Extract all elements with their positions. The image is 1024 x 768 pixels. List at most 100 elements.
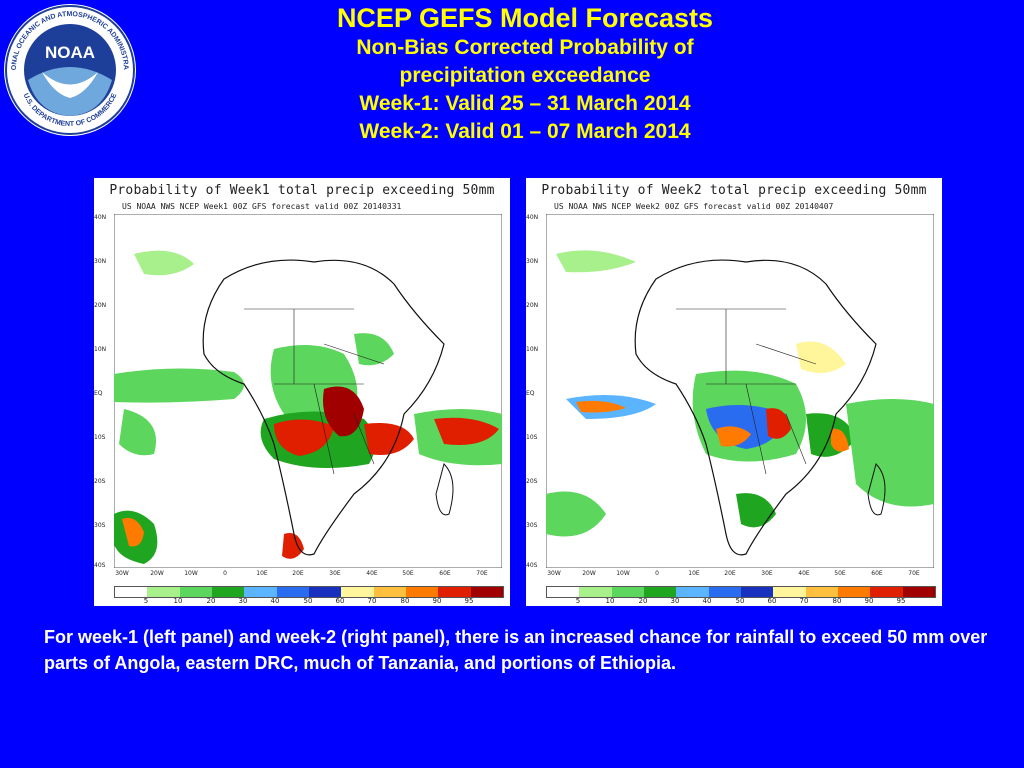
africa-coastline bbox=[202, 259, 445, 556]
logo-center-text: NOAA bbox=[45, 43, 95, 62]
colorbar-label: 10 bbox=[173, 597, 183, 605]
lon-tick-label: 10E bbox=[256, 570, 268, 577]
colorbar-label: 70 bbox=[367, 597, 377, 605]
colorbar-swatch bbox=[837, 587, 871, 597]
colorbar-swatch bbox=[179, 587, 212, 597]
lon-tick-label: 20E bbox=[292, 570, 304, 577]
title-block: NCEP GEFS Model Forecasts Non-Bias Corre… bbox=[150, 2, 900, 146]
lon-tick-label: 10W bbox=[616, 570, 630, 577]
lat-tick-label: 30N bbox=[526, 258, 539, 265]
lon-tick-label: 20E bbox=[724, 570, 736, 577]
lon-tick-label: 40E bbox=[798, 570, 810, 577]
panel-subtitle: US NOAA NWS NCEP Week2 00Z GFS forecast … bbox=[554, 202, 834, 211]
lon-tick-label: 0 bbox=[655, 570, 659, 577]
colorbar-label: 95 bbox=[464, 597, 474, 605]
main-title: NCEP GEFS Model Forecasts bbox=[336, 3, 714, 33]
colorbar-label: 50 bbox=[735, 597, 745, 605]
lon-tick-label: 70E bbox=[908, 570, 920, 577]
lon-tick-label: 30E bbox=[329, 570, 341, 577]
week1-valid-dates: Week-1: Valid 25 – 31 March 2014 bbox=[359, 92, 691, 115]
week1-probability-map bbox=[114, 214, 502, 568]
precip-probability-shading bbox=[546, 250, 934, 537]
subtitle-line-1: Non-Bias Corrected Probability of bbox=[356, 36, 694, 59]
lat-tick-label: 10S bbox=[94, 434, 106, 441]
colorbar-swatch bbox=[870, 587, 903, 597]
lon-tick-label: 20W bbox=[150, 570, 164, 577]
lat-tick-label: 30N bbox=[94, 258, 107, 265]
colorbar-label: 90 bbox=[432, 597, 442, 605]
lat-tick-label: 40N bbox=[526, 214, 539, 221]
colorbar-swatch bbox=[405, 587, 439, 597]
colorbar-swatch bbox=[547, 587, 580, 597]
colorbar-label: 20 bbox=[638, 597, 648, 605]
africa-coastline bbox=[634, 259, 877, 556]
precip-probability-shading bbox=[114, 250, 502, 564]
colorbar-swatch bbox=[373, 587, 406, 597]
colorbar-swatch bbox=[708, 587, 741, 597]
lon-tick-label: 60E bbox=[871, 570, 883, 577]
colorbar-swatch bbox=[902, 587, 935, 597]
colorbar-label: 30 bbox=[670, 597, 680, 605]
colorbar-swatch bbox=[470, 587, 503, 597]
week2-forecast-map-panel: Probability of Week2 total precip exceed… bbox=[526, 178, 942, 606]
week1-forecast-map-panel: Probability of Week1 total precip exceed… bbox=[94, 178, 510, 606]
lon-tick-label: 10E bbox=[688, 570, 700, 577]
lon-tick-label: 70E bbox=[476, 570, 488, 577]
panel-subtitle: US NOAA NWS NCEP Week1 00Z GFS forecast … bbox=[122, 202, 402, 211]
colorbar bbox=[114, 586, 504, 598]
lat-tick-label: 20S bbox=[526, 478, 538, 485]
colorbar-label: 40 bbox=[270, 597, 280, 605]
colorbar-swatch bbox=[244, 587, 277, 597]
colorbar-label: 60 bbox=[767, 597, 777, 605]
colorbar-swatch bbox=[643, 587, 677, 597]
colorbar-swatch bbox=[276, 587, 309, 597]
lon-tick-label: 30W bbox=[115, 570, 129, 577]
colorbar-label: 80 bbox=[832, 597, 842, 605]
colorbar-label: 70 bbox=[799, 597, 809, 605]
lon-tick-label: 30E bbox=[761, 570, 773, 577]
colorbar-swatch bbox=[115, 587, 148, 597]
lat-tick-label: 10S bbox=[526, 434, 538, 441]
colorbar-swatch bbox=[805, 587, 838, 597]
lon-tick-label: 40E bbox=[366, 570, 378, 577]
colorbar-label: 60 bbox=[335, 597, 345, 605]
lon-tick-label: 10W bbox=[184, 570, 198, 577]
lat-tick-label: 40N bbox=[94, 214, 107, 221]
lon-tick-label: 20W bbox=[582, 570, 596, 577]
panel-title: Probability of Week1 total precip exceed… bbox=[109, 183, 495, 198]
lat-tick-label: 10N bbox=[526, 346, 539, 353]
colorbar-swatch bbox=[773, 587, 806, 597]
lat-tick-label: 30S bbox=[526, 522, 538, 529]
lon-tick-label: 0 bbox=[223, 570, 227, 577]
colorbar-swatch bbox=[740, 587, 774, 597]
week2-valid-dates: Week-2: Valid 01 – 07 March 2014 bbox=[359, 120, 691, 143]
lat-tick-label: 30S bbox=[94, 522, 106, 529]
colorbar-swatch bbox=[211, 587, 245, 597]
lat-tick-label: 40S bbox=[526, 562, 538, 569]
colorbar-label: 30 bbox=[238, 597, 248, 605]
week2-probability-map bbox=[546, 214, 934, 568]
lat-tick-label: 20N bbox=[94, 302, 107, 309]
colorbar-label: 20 bbox=[206, 597, 216, 605]
lon-tick-label: 50E bbox=[834, 570, 846, 577]
colorbar bbox=[546, 586, 936, 598]
colorbar-swatch bbox=[579, 587, 612, 597]
colorbar-swatch bbox=[341, 587, 374, 597]
caption-text: For week-1 (left panel) and week-2 (righ… bbox=[44, 627, 988, 673]
lon-tick-label: 60E bbox=[439, 570, 451, 577]
colorbar-label: 95 bbox=[896, 597, 906, 605]
lat-tick-label: EQ bbox=[526, 390, 535, 397]
colorbar-label: 90 bbox=[864, 597, 874, 605]
colorbar-label: 5 bbox=[575, 597, 581, 605]
lat-tick-label: 10N bbox=[94, 346, 107, 353]
colorbar-swatch bbox=[438, 587, 471, 597]
colorbar-swatch bbox=[147, 587, 180, 597]
colorbar-swatch bbox=[676, 587, 709, 597]
colorbar-label: 5 bbox=[143, 597, 149, 605]
colorbar-label: 80 bbox=[400, 597, 410, 605]
lon-tick-label: 30W bbox=[547, 570, 561, 577]
lat-tick-label: 20N bbox=[526, 302, 539, 309]
lat-tick-label: 40S bbox=[94, 562, 106, 569]
noaa-logo: NOAA NATIONAL OCEANIC AND ATMOSPHERIC AD… bbox=[2, 2, 136, 136]
lon-tick-label: 50E bbox=[402, 570, 414, 577]
